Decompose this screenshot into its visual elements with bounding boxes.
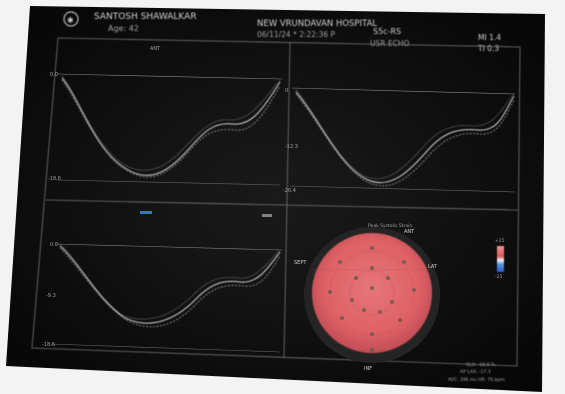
bullseye-label-inferior: INF (364, 366, 372, 372)
axis-value-bottom: -18.6 (42, 342, 55, 348)
strain-panel-top-right: 0 -12.3 -20.4 (283, 87, 516, 194)
probe-label: S5c-RS (373, 27, 401, 36)
scan-datetime: 06/11/24 * 2:22:36 P (257, 30, 335, 39)
axis-value-mid: -12.3 (285, 144, 298, 150)
mechanical-index: MI 1.4 (478, 33, 501, 42)
bullseye-label-septal: SEPT (294, 260, 307, 266)
colorbar-top-label: +25 (495, 238, 505, 244)
colorbar-bottom-label: -25 (495, 274, 502, 280)
patient-name: SANTOSH SHAWALKAR (94, 12, 197, 22)
header-bar: ✱ SANTOSH SHAWALKAR Age: 42 NEW VRUNDAVA… (63, 11, 501, 53)
axis-value-bottom: -18.6 (48, 176, 61, 182)
hospital-logo-icon (63, 11, 79, 27)
thermal-index: TI 0.3 (477, 44, 499, 53)
axis-value-top: 0.0 (50, 242, 58, 248)
bullseye-panel: Peak Systolic Strain (294, 223, 440, 372)
strain-colorbar: +25 -25 (495, 238, 505, 280)
axis-value-top: 0.0 (50, 72, 58, 78)
scan-mode: USR ECHO (370, 39, 409, 48)
panel-title: ANT (150, 46, 161, 52)
svg-text:✱: ✱ (67, 16, 74, 25)
segment-values (328, 246, 416, 352)
axis-value-top: 0 (285, 88, 288, 94)
hospital-name: NEW VRUNDAVAN HOSPITAL (257, 19, 377, 29)
avc-hr-value: AVC: 396 ms HR: 76 bpm (448, 377, 505, 383)
bullseye-plot (312, 233, 432, 353)
marker-gray (262, 214, 272, 217)
patient-age: Age: 42 (108, 24, 139, 33)
footer-measurements: GLS: -18.6 % AP LAX: -17.3 AVC: 396 ms H… (448, 362, 505, 383)
bullseye-label-anterior: ANT (404, 229, 415, 235)
axis-value-mid: -9.3 (46, 293, 56, 299)
gls-value: GLS: -18.6 % (466, 362, 496, 368)
bullseye-label-lateral: LAT (428, 264, 438, 270)
bullseye-title: Peak Systolic Strain (368, 223, 412, 229)
marker-blue (140, 211, 152, 214)
strain-panel-top-left: ANT 0.0 -18.6 (48, 46, 283, 186)
strain-panel-bottom-left: 0.0 -9.3 -18.6 (42, 211, 283, 353)
panel-grid (31, 37, 521, 367)
axis-value-bottom: -20.4 (283, 188, 296, 194)
ap-lax-value: AP LAX: -17.3 (460, 369, 491, 375)
